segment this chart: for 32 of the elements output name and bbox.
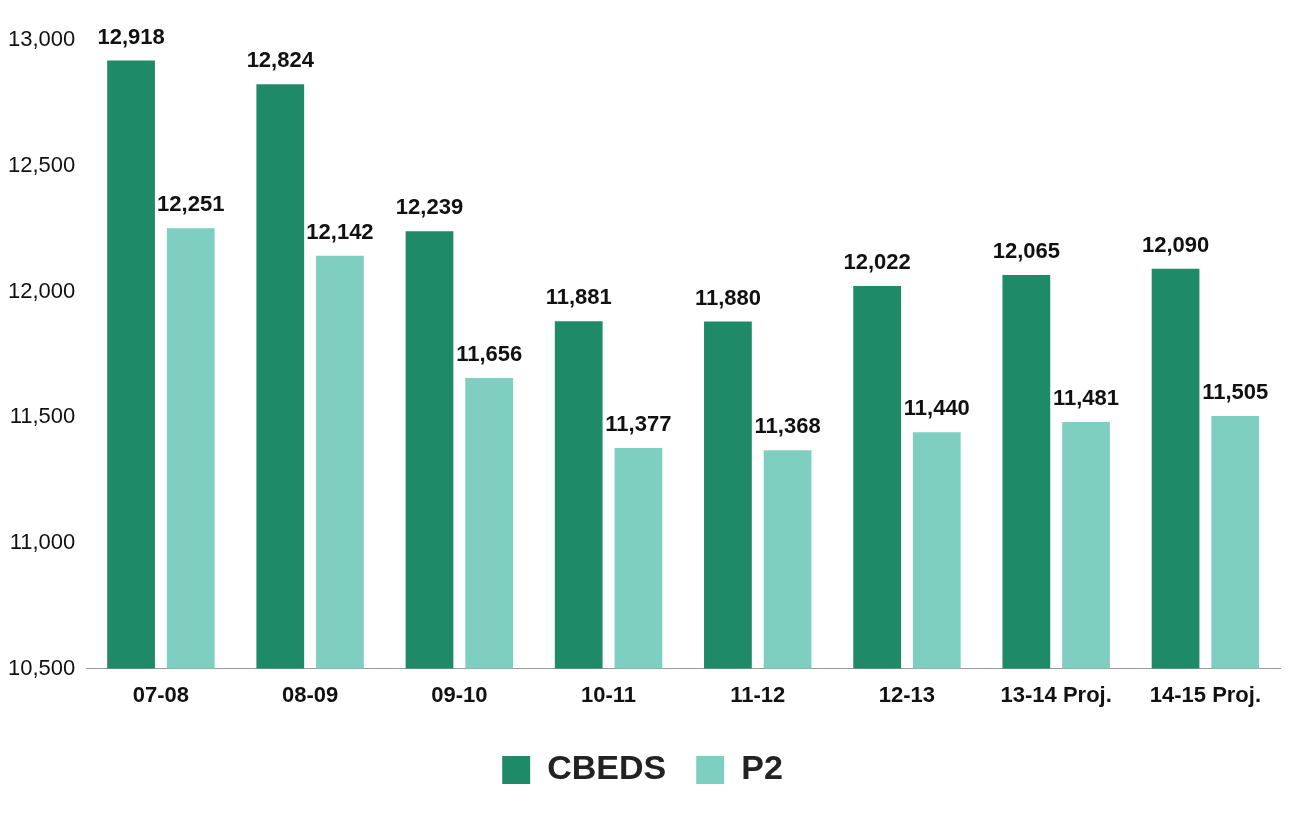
x-tick-label: 10-11 xyxy=(581,681,637,707)
data-label: 11,656 xyxy=(456,341,523,366)
x-tick-label: 14-15 Proj. xyxy=(1149,681,1262,707)
y-tick-label: 11,000 xyxy=(9,528,76,554)
x-tick-label: 12-13 xyxy=(878,681,936,707)
x-tick-label: 07-08 xyxy=(132,681,190,707)
data-label: 11,440 xyxy=(903,395,970,421)
data-label: 11,880 xyxy=(694,284,761,310)
data-label: 12,251 xyxy=(157,191,225,217)
data-label: 12,142 xyxy=(306,218,374,244)
data-label: 11,377 xyxy=(605,411,672,437)
data-label: 11,368 xyxy=(754,413,821,439)
data-label: 11,505 xyxy=(1202,378,1269,404)
x-tick-label: 11-12 xyxy=(730,681,786,707)
data-label: 12,918 xyxy=(97,23,165,49)
data-label: 11,881 xyxy=(545,284,612,310)
y-tick-label: 12,000 xyxy=(7,277,76,303)
x-tick-label: 09-10 xyxy=(431,681,488,707)
data-label: 12,239 xyxy=(395,194,464,220)
y-tick-label: 12,500 xyxy=(7,151,76,177)
data-label: 12,022 xyxy=(843,248,911,274)
data-label: 12,090 xyxy=(1141,231,1210,257)
legend-label: CBEDS xyxy=(547,748,667,787)
y-tick-label: 10,500 xyxy=(7,654,76,680)
y-tick-label: 11,500 xyxy=(9,403,76,429)
data-label: 12,824 xyxy=(246,47,315,73)
legend-label: P2 xyxy=(741,748,783,787)
data-label: 12,065 xyxy=(992,238,1060,264)
x-tick-label: 08-09 xyxy=(281,681,339,707)
data-label: 11,481 xyxy=(1052,385,1120,410)
y-tick-label: 13,000 xyxy=(7,26,76,52)
x-tick-label: 13-14 Proj. xyxy=(1000,681,1112,707)
